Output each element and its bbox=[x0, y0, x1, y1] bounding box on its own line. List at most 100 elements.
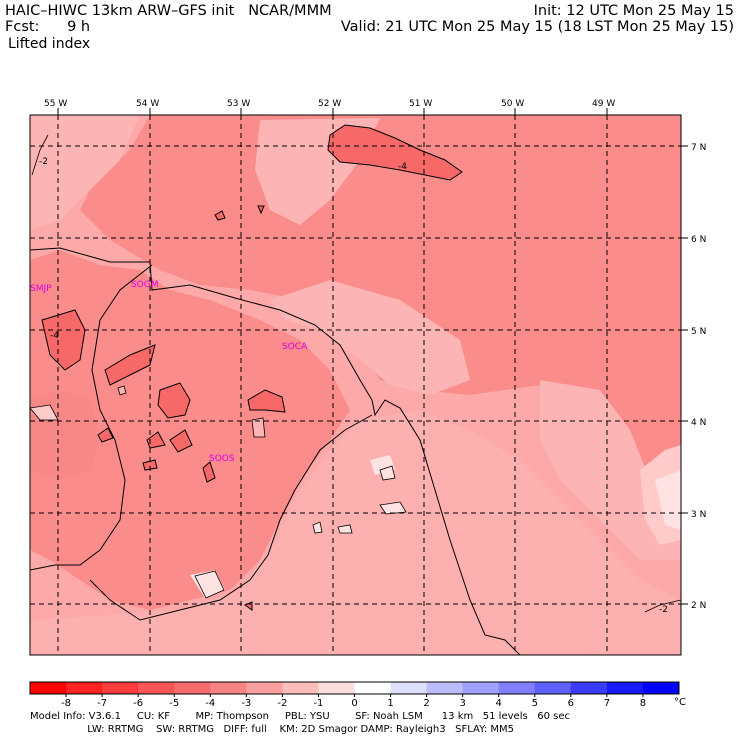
station-label: SOGM bbox=[131, 280, 159, 290]
colorbar-tick-label: -5 bbox=[169, 698, 179, 709]
li-strong-cell-2 bbox=[157, 382, 191, 419]
li-light-south bbox=[30, 410, 681, 655]
colorbar-tick-label: 8 bbox=[640, 698, 646, 709]
li-strong-dot-1 bbox=[214, 210, 226, 221]
colorbar-swatch bbox=[498, 682, 536, 694]
colorbar-tick-label: -6 bbox=[133, 698, 143, 709]
fcst-value: 9 h bbox=[67, 19, 91, 35]
contour-label: -4 bbox=[50, 331, 59, 341]
colorbar-swatch bbox=[246, 682, 283, 694]
colorbar-tick-label: -8 bbox=[61, 698, 71, 709]
li-blob-8 bbox=[194, 570, 225, 599]
fcst-label: Fcst: bbox=[5, 19, 40, 35]
li-contour-nw bbox=[31, 134, 49, 176]
model-info-line2: LW: RRTMG SW: RRTMG DIFF: full KM: 2D Sm… bbox=[30, 724, 515, 735]
colorbar-swatch bbox=[30, 682, 67, 694]
station-label: SMJP bbox=[30, 284, 52, 294]
li-strong-cell-5 bbox=[169, 429, 193, 453]
colorbar-swatch bbox=[318, 682, 355, 694]
li-pale-east bbox=[655, 470, 681, 530]
colorbar-swatch bbox=[354, 682, 392, 694]
graticule bbox=[30, 115, 681, 655]
colorbar-swatch bbox=[570, 682, 608, 694]
colorbar-swatch bbox=[102, 682, 139, 694]
lon-label: 49 W bbox=[592, 99, 615, 109]
li-light-center bbox=[270, 280, 470, 395]
li-blob-5 bbox=[337, 524, 353, 534]
colorbar-tick-label: 2 bbox=[423, 698, 429, 709]
contour-label: -2 bbox=[659, 605, 668, 615]
lon-label: 53 W bbox=[227, 99, 250, 109]
li-mid-region-west bbox=[30, 250, 350, 610]
li-contour-se bbox=[644, 599, 681, 613]
colorbar-tick-label: 0 bbox=[351, 698, 357, 709]
lon-label: 51 W bbox=[409, 99, 432, 109]
contour-label: -4 bbox=[398, 162, 407, 172]
li-mid-region-coast bbox=[30, 390, 100, 480]
lon-label: 55 W bbox=[44, 99, 67, 109]
li-blob-6 bbox=[312, 521, 323, 534]
border-suriname-fg bbox=[30, 264, 153, 571]
colorbar-tick-label: 7 bbox=[604, 698, 610, 709]
lon-label: 54 W bbox=[136, 99, 159, 109]
colorbar-swatch bbox=[426, 682, 464, 694]
li-pale-patch bbox=[190, 570, 225, 598]
colorbar-swatch bbox=[606, 682, 644, 694]
li-blob-4 bbox=[379, 501, 407, 515]
station-label: SOOS bbox=[209, 454, 235, 464]
li-strong-dot-2 bbox=[257, 205, 265, 215]
lat-label: 4 N bbox=[691, 418, 706, 428]
colorbar-swatch bbox=[138, 682, 175, 694]
map-plot: -2 -4 -4 -2 SMJP SOGM SOCA SOOS bbox=[30, 115, 681, 655]
colorbar-swatch bbox=[210, 682, 247, 694]
lat-label: 2 N bbox=[691, 601, 706, 611]
li-strong-cell-4 bbox=[146, 431, 166, 449]
colorbar-tick-label: -3 bbox=[241, 698, 251, 709]
colorbar-tick-label: -4 bbox=[205, 698, 215, 709]
init-time: Init: 12 UTC Mon 25 May 15 bbox=[533, 3, 734, 19]
contour-label: -2 bbox=[39, 157, 48, 167]
li-blob-1 bbox=[117, 385, 127, 396]
field-name: Lifted index bbox=[8, 36, 91, 52]
colorbar-tick-label: -1 bbox=[313, 698, 323, 709]
li-strong-cell-8 bbox=[202, 461, 216, 483]
lon-label: 52 W bbox=[318, 99, 341, 109]
border-fg-brazil bbox=[89, 414, 373, 621]
model-title: HAIC–HIWC 13km ARW–GFS init bbox=[5, 3, 235, 19]
colorbar bbox=[30, 682, 680, 694]
colorbar-tick-label: -2 bbox=[277, 698, 287, 709]
colorbar-swatch bbox=[66, 682, 103, 694]
colorbar-tick-label: 6 bbox=[568, 698, 574, 709]
li-blob-7 bbox=[30, 404, 59, 421]
colorbar-swatch bbox=[390, 682, 428, 694]
lat-label: 5 N bbox=[691, 327, 706, 337]
colorbar-tick-label: 4 bbox=[496, 698, 502, 709]
colorbar-swatch bbox=[174, 682, 211, 694]
lat-label: 6 N bbox=[691, 235, 706, 245]
colorbar-tick-label: -7 bbox=[97, 698, 107, 709]
colorbar-swatch bbox=[642, 682, 680, 694]
station-label: SOCA bbox=[282, 342, 308, 352]
colorbar-tick-label: 3 bbox=[459, 698, 465, 709]
colorbar-swatch bbox=[462, 682, 500, 694]
org-label: NCAR/MMM bbox=[248, 3, 332, 19]
coastline bbox=[30, 247, 521, 655]
valid-time: Valid: 21 UTC Mon 25 May 15 (18 LST Mon … bbox=[340, 19, 734, 35]
colorbar-swatch bbox=[534, 682, 572, 694]
frame-ticks bbox=[57, 108, 688, 605]
lat-label: 7 N bbox=[691, 143, 706, 153]
li-strong-cell-north bbox=[327, 124, 463, 181]
colorbar-tick-label: 5 bbox=[532, 698, 538, 709]
li-strong-cell-1 bbox=[104, 344, 156, 386]
colorbar-tick-label: 1 bbox=[387, 698, 393, 709]
li-strong-cell-7 bbox=[142, 459, 158, 471]
li-strong-cell-3 bbox=[247, 389, 286, 413]
li-blob-3 bbox=[379, 465, 396, 481]
map-frame bbox=[29, 114, 682, 656]
model-info-line1: Model Info: V3.6.1 CU: KF MP: Thompson P… bbox=[30, 711, 570, 722]
li-strong-cell-west bbox=[41, 309, 86, 371]
lon-label: 50 W bbox=[501, 99, 524, 109]
colorbar-unit: °C bbox=[674, 697, 686, 708]
lat-label: 3 N bbox=[691, 510, 706, 520]
